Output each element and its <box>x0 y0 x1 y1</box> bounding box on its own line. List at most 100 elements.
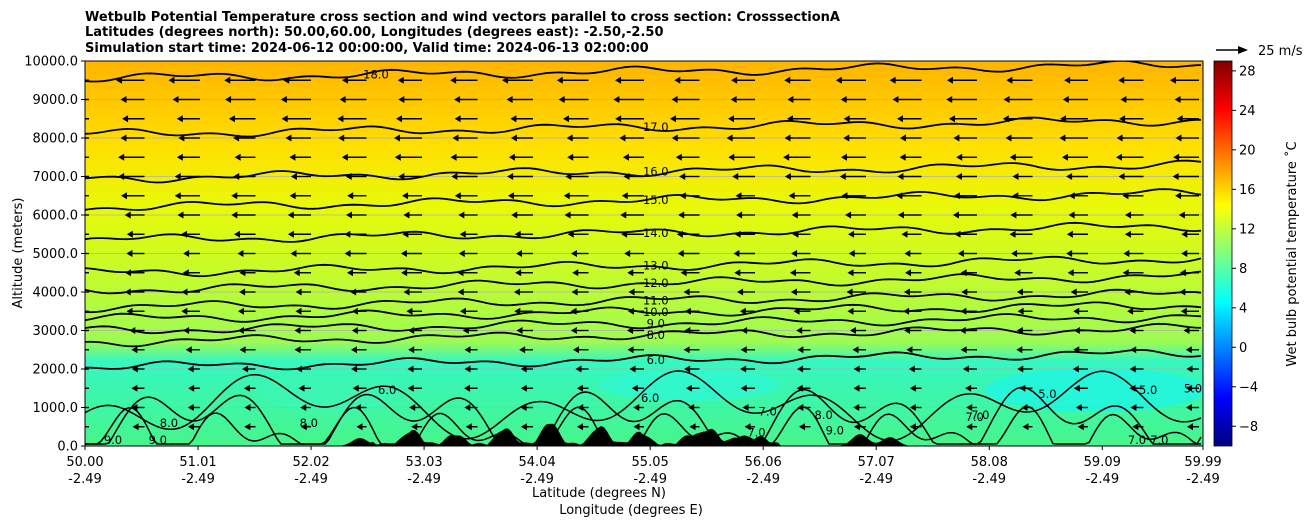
wind-vector <box>187 423 200 431</box>
x-tick-label-latitude: 59.09 <box>1084 455 1121 470</box>
y-tick-label: 6000.0 <box>33 209 79 224</box>
wind-vector <box>679 173 700 180</box>
contour-label: 16.0 <box>643 164 669 178</box>
wind-vector <box>351 327 367 334</box>
wind-vector <box>243 384 256 392</box>
wind-vector <box>300 423 311 431</box>
wind-vector <box>784 134 811 142</box>
wind-vector <box>1123 250 1144 257</box>
wind-vector <box>948 115 977 123</box>
wind-vector <box>350 288 367 296</box>
wind-vector <box>408 327 422 334</box>
wind-vector <box>622 153 644 161</box>
wind-vector <box>790 288 811 296</box>
x-tick-label-longitude: -2.49 <box>859 472 893 487</box>
wind-vector <box>843 115 866 123</box>
contour-line <box>85 288 1202 314</box>
wind-vector <box>783 153 811 161</box>
wind-vector <box>464 346 478 354</box>
wind-vector <box>228 115 256 123</box>
wind-vector <box>403 288 422 296</box>
wind-vector <box>337 115 367 123</box>
contour-label-low: 8.0 <box>300 416 318 430</box>
cool-patch-mid <box>600 369 780 401</box>
wind-vector <box>736 211 755 219</box>
wind-vector <box>458 250 478 257</box>
colorbar-tick-label: 12 <box>1239 222 1256 237</box>
x-tick-label-latitude: 56.06 <box>745 455 782 470</box>
wind-vector <box>290 250 311 257</box>
wind-vector <box>514 230 533 238</box>
wind-vector <box>739 307 755 315</box>
wind-vector <box>181 288 200 296</box>
wind-vector <box>118 153 145 161</box>
wind-vector <box>633 423 644 431</box>
wind-vector <box>908 365 922 373</box>
wind-vector <box>901 230 922 238</box>
wind-vector <box>899 153 922 161</box>
wind-vector <box>346 211 367 219</box>
contour-label-low: 5.0 <box>1038 387 1056 401</box>
x-tick-label-latitude: 54.04 <box>519 455 556 470</box>
wind-vector <box>840 96 866 103</box>
wind-vector <box>909 423 922 431</box>
contour-label-low: 7.0 <box>971 408 989 422</box>
wind-vector <box>459 307 478 315</box>
wind-vector <box>843 134 866 142</box>
contour-label: 11.0 <box>643 293 669 307</box>
wind-vector <box>684 365 700 373</box>
wind-vector <box>947 76 977 84</box>
wind-vector <box>345 173 367 180</box>
wind-vector <box>1174 96 1199 103</box>
x-tick-label-longitude: -2.49 <box>407 472 441 487</box>
wind-vector <box>401 269 422 277</box>
title-line-2: Latitudes (degrees north): 50.00,60.00, … <box>85 25 664 40</box>
wind-vector <box>450 153 478 161</box>
wind-vector <box>1116 134 1144 142</box>
wind-vector <box>1176 115 1199 123</box>
contour-line <box>85 270 1202 295</box>
wind-vector <box>956 153 977 161</box>
wind-vector <box>181 307 200 315</box>
wind-vector <box>1073 384 1088 392</box>
wind-vector <box>1179 269 1199 277</box>
wind-vector <box>679 192 700 200</box>
wind-vector <box>351 346 367 354</box>
contour-label: 14.0 <box>643 226 669 240</box>
wind-vector <box>85 387 89 389</box>
wind-vector <box>287 211 311 219</box>
wind-vector <box>1116 153 1144 161</box>
contour-label-low: 9.0 <box>104 433 122 447</box>
contour-label: 12.0 <box>643 276 669 290</box>
wind-vector <box>1129 327 1144 334</box>
wind-vector <box>669 115 700 123</box>
wind-vector <box>85 79 89 81</box>
wind-vector <box>627 327 644 334</box>
wind-vector <box>502 76 533 84</box>
wind-vector <box>677 250 700 257</box>
contour-line-low <box>85 370 1202 442</box>
wind-vector <box>1003 96 1033 103</box>
contour-label-low: 7.0 <box>759 404 777 418</box>
wind-vector <box>347 192 367 200</box>
wind-vector <box>344 230 367 238</box>
wind-vector <box>520 423 533 431</box>
y-tick-label: 0.0 <box>57 440 78 455</box>
wind-vector <box>1124 230 1144 238</box>
title-line-3: Simulation start time: 2024-06-12 00:00:… <box>85 41 649 56</box>
wind-vector <box>1016 288 1033 296</box>
contour-line <box>85 313 1202 335</box>
wind-vector <box>573 346 589 354</box>
wind-vector <box>1016 327 1033 334</box>
wind-vector <box>118 173 145 180</box>
wind-vector <box>507 192 533 200</box>
wind-vector <box>1012 173 1033 180</box>
wind-vector <box>733 250 755 257</box>
wind-vector <box>852 346 866 354</box>
wind-vector <box>85 368 89 370</box>
wind-vector <box>1066 173 1088 180</box>
wind-vector <box>295 307 311 315</box>
wind-vector <box>1119 115 1144 123</box>
x-tick-label-latitude: 58.08 <box>971 455 1008 470</box>
wind-vector <box>845 211 866 219</box>
